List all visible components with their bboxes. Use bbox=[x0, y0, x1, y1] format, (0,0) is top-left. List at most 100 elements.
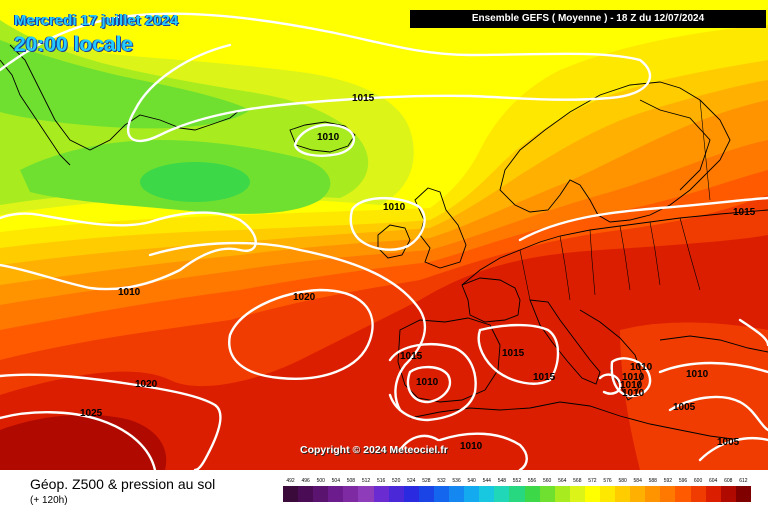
isobar-label: 1010 bbox=[630, 362, 653, 373]
isobar-label: 1020 bbox=[293, 292, 316, 303]
field-band-600-south bbox=[380, 373, 600, 470]
color-scale-label: 548 bbox=[497, 478, 507, 484]
color-scale-swatch bbox=[283, 486, 299, 502]
isobar-label: 1010 bbox=[460, 441, 483, 452]
color-scale: 492 496 500 504 508 512 516 520 524 528 532 536 540 5… bbox=[283, 478, 751, 502]
iceland-coast bbox=[289, 121, 356, 153]
color-scale-swatch bbox=[645, 486, 661, 502]
color-scale-swatch bbox=[720, 486, 736, 502]
turkey-coast bbox=[659, 335, 768, 353]
color-scale-label: 596 bbox=[678, 478, 688, 484]
color-scale-label: 580 bbox=[618, 478, 627, 484]
legend-subtitle: (+ 120h) bbox=[30, 495, 68, 506]
forecast-date: Mercredi 17 juillet 2024 bbox=[14, 12, 179, 29]
isobar-1020-outer bbox=[0, 373, 222, 470]
color-scale-swatch bbox=[554, 486, 570, 502]
isobar-1010-greece bbox=[598, 373, 622, 395]
color-scale-label: 492 bbox=[286, 478, 295, 484]
isobar-label: 1015 bbox=[400, 351, 423, 362]
france-coast bbox=[461, 277, 521, 323]
color-scale-label: 504 bbox=[331, 478, 340, 484]
isobar-label: 1010 bbox=[416, 377, 439, 388]
color-scale-swatch bbox=[735, 486, 751, 502]
isobar-labels: 1015 1010 1010 1010 1020 1015 1015 1015 … bbox=[80, 93, 756, 452]
isobar-1015-iberia-outer bbox=[388, 343, 477, 422]
coastlines bbox=[0, 44, 768, 441]
field-band-604-east bbox=[620, 322, 768, 470]
color-scale-label: 572 bbox=[588, 478, 597, 484]
isobar-1010-africa bbox=[438, 432, 528, 470]
color-scale-swatch bbox=[403, 486, 419, 502]
color-scale-label: 552 bbox=[512, 478, 522, 484]
color-scale-label: 564 bbox=[558, 478, 567, 484]
isobar-label: 1010 bbox=[622, 372, 645, 383]
color-scale-label: 576 bbox=[603, 478, 612, 484]
color-scale-label: 520 bbox=[392, 478, 401, 484]
isobar-1010-balkans bbox=[610, 357, 652, 398]
isobar-label: 1020 bbox=[135, 379, 158, 390]
isobar-1010-iceland bbox=[293, 123, 356, 157]
forecast-local-time: 20:00 locale bbox=[14, 33, 134, 56]
color-scale-label: 556 bbox=[527, 478, 537, 484]
color-scale-label: 568 bbox=[573, 478, 582, 484]
isobar-label: 1015 bbox=[533, 372, 556, 383]
isobar-1010-east bbox=[658, 361, 768, 374]
color-scale-swatch bbox=[539, 486, 555, 502]
color-scale-swatch bbox=[705, 486, 721, 502]
isobar-label: 1010 bbox=[686, 369, 709, 380]
forecast-map: 1015 1010 1010 1010 1020 1015 1015 1015 … bbox=[0, 0, 768, 470]
color-scale-swatch bbox=[630, 486, 646, 502]
color-scale-label: 512 bbox=[361, 478, 371, 484]
isobar-1010-africa-west bbox=[398, 434, 440, 452]
color-scale-swatch bbox=[433, 486, 450, 502]
isobar-label: 1015 bbox=[352, 93, 375, 104]
isobar-label: 1005 bbox=[673, 402, 696, 413]
isobar-1015-central bbox=[477, 323, 560, 385]
finland-coast bbox=[639, 99, 711, 191]
isobar-1020 bbox=[228, 288, 374, 380]
color-scale-label: 536 bbox=[452, 478, 461, 484]
color-scale-swatch bbox=[358, 486, 374, 502]
copyright-notice: Copyright © 2024 Meteociel.fr bbox=[300, 444, 448, 456]
greenland-coast bbox=[9, 44, 241, 151]
color-scale-swatch bbox=[524, 486, 540, 502]
color-scale-bar bbox=[283, 486, 751, 502]
isobar-1015-north bbox=[0, 12, 652, 142]
color-scale-label: 532 bbox=[437, 478, 446, 484]
color-scale-swatch bbox=[615, 486, 631, 502]
color-scale-label: 584 bbox=[633, 478, 642, 484]
isobar-1025 bbox=[0, 411, 157, 470]
color-scale-swatch bbox=[660, 486, 676, 502]
color-scale-label: 540 bbox=[467, 478, 476, 484]
color-scale-swatch bbox=[313, 486, 329, 502]
color-scale-swatch bbox=[373, 486, 389, 502]
color-scale-labels: 492 496 500 504 508 512 516 520 524 528 532 536 540 5… bbox=[283, 478, 751, 484]
isobar-1005-east bbox=[668, 395, 768, 432]
isobar-label: 1015 bbox=[502, 348, 525, 359]
isobar-label: 1010 bbox=[622, 388, 645, 399]
isobar-1010-iberia bbox=[406, 365, 451, 404]
color-scale-label: 528 bbox=[422, 478, 431, 484]
isobar-label: 1010 bbox=[383, 202, 406, 213]
isobar-1005-se bbox=[698, 437, 768, 462]
isobar-label: 1015 bbox=[733, 207, 756, 218]
color-scale-swatch bbox=[509, 486, 525, 502]
interior-borders bbox=[519, 99, 711, 301]
model-run-info: Ensemble GEFS ( Moyenne ) - 18 Z du 12/0… bbox=[410, 10, 766, 28]
isobar-1015-east bbox=[518, 196, 768, 242]
color-scale-swatch bbox=[418, 486, 434, 502]
color-scale-label: 592 bbox=[663, 478, 673, 484]
isobars bbox=[0, 12, 768, 470]
legend-title: Géop. Z500 & pression au sol bbox=[30, 476, 216, 492]
color-scale-swatch bbox=[494, 486, 510, 502]
color-scale-label: 588 bbox=[648, 478, 657, 484]
color-scale-label: 608 bbox=[724, 478, 733, 484]
isobar-1015-azores bbox=[148, 241, 426, 412]
balkans-coast bbox=[579, 309, 643, 401]
color-scale-label: 612 bbox=[739, 478, 748, 484]
color-scale-swatch bbox=[343, 486, 359, 502]
color-scale-swatch bbox=[328, 486, 344, 502]
color-scale-swatch bbox=[584, 486, 600, 502]
color-scale-swatch bbox=[599, 486, 616, 502]
color-scale-label: 524 bbox=[407, 478, 416, 484]
